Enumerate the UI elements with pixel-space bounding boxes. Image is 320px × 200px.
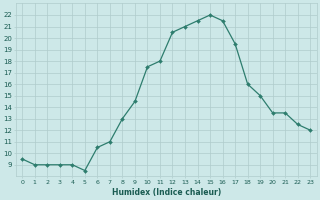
X-axis label: Humidex (Indice chaleur): Humidex (Indice chaleur): [112, 188, 221, 197]
